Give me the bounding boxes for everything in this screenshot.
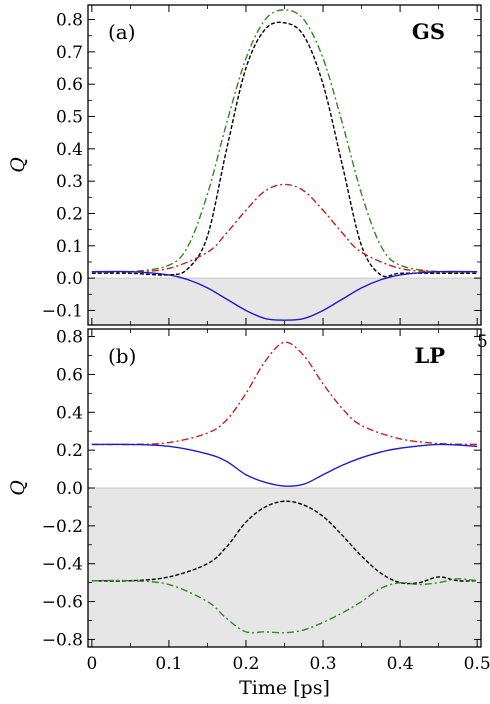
y-axis-label: Q [7,480,29,496]
series-line-4 [91,270,478,321]
y-tick-label: 0.0 [56,269,83,289]
y-tick-label: 0.8 [56,11,83,31]
y-tick-label: −0.6 [42,593,83,613]
y-tick-label: 0.2 [56,441,83,461]
y-tick-label: 0.6 [56,365,83,385]
y-tick-label: 0.0 [56,479,83,499]
y-tick-label: 0.2 [56,204,83,224]
y-tick-label: 0.1 [56,237,83,257]
panel-tag: GS [412,19,445,44]
y-tick-label: −0.8 [42,630,83,650]
series-line-3 [91,183,478,273]
panel-label: (b) [108,344,136,368]
y-tick-label: 0.7 [56,43,83,63]
y-tick-label: 0.5 [56,108,83,128]
plot-frame [87,4,482,326]
x-tick-label: 0.5 [464,654,490,674]
y-tick-label: −0.2 [42,517,83,537]
x-tick-label: 0.3 [310,654,337,674]
x-tick-label: 0.1 [155,654,182,674]
series-line-2 [91,21,478,278]
y-tick-label: 0.4 [56,403,83,423]
panel-a: −0.1 0.0 0.1 0.2 0.3 0.4 0.5 0.6 0.7 0.8 Q (a) GS [7,4,482,326]
panel-tag: LP [414,343,445,368]
series-line-1 [91,9,478,273]
panel-b: −0.8 −0.6 −0.4 −0.2 0.0 0.2 0.4 0.6 0.8 0 0.1 0.2 0.… [7,328,490,699]
series-line-4 [91,578,478,634]
y-tick-label: 0.8 [56,328,83,348]
x-axis-label: Time [ps] [239,677,330,699]
y-axis-label: Q [7,157,29,173]
x-tick-label: 0.2 [232,654,259,674]
y-tick-label: −0.4 [42,555,83,575]
panel-label: (a) [108,20,136,44]
cropped-tick-glyph: 5 [477,332,488,352]
y-tick-label: 0.3 [56,172,83,192]
series-line-3 [91,500,478,585]
y-tick-label: 0.6 [56,75,83,95]
series-line-2 [91,443,478,487]
y-tick-label: −0.1 [42,301,83,321]
y-tick-label: 0.4 [56,140,83,160]
negative-region-shade [88,488,481,647]
x-tick-label: 0 [86,654,97,674]
negative-region-shade [88,278,481,325]
x-tick-label: 0.4 [387,654,414,674]
